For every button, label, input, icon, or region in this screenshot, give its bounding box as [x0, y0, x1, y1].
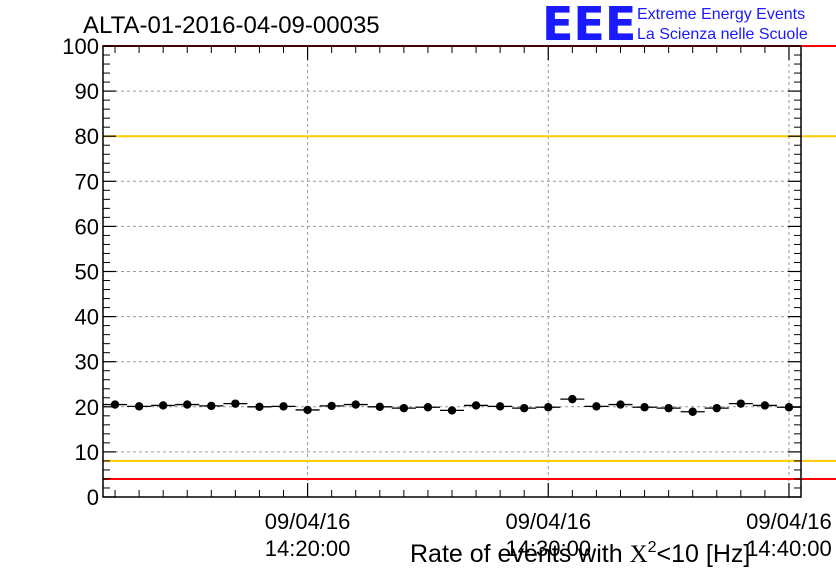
- eee-logo-mark: EEE: [542, 0, 636, 51]
- y-tick-label: 100: [62, 34, 99, 59]
- data-point: [616, 400, 625, 409]
- data-point: [110, 400, 120, 409]
- data-point: [664, 403, 673, 413]
- chart-title: ALTA-01-2016-04-09-00035: [83, 12, 380, 39]
- data-point: [447, 406, 457, 415]
- y-tick-label: 0: [87, 485, 99, 510]
- data-point: [568, 394, 577, 404]
- x-tick-label-date: 09/04/16: [746, 509, 832, 534]
- data-point: [423, 403, 433, 412]
- data-point: [399, 403, 409, 413]
- data-point: [303, 405, 312, 415]
- y-axis-tick-labels: 0 10 20 30 40 50 60 70 80 90 100: [62, 34, 99, 510]
- data-point: [471, 401, 481, 410]
- data-point: [640, 403, 649, 412]
- data-point: [688, 407, 697, 416]
- y-tick-label: 30: [75, 350, 99, 375]
- x-axis-title-part-2: <10 [Hz]: [657, 540, 751, 568]
- x-axis-title: Rate of events with X2<10 [Hz]: [410, 539, 750, 568]
- data-point: [327, 401, 336, 411]
- data-point: [495, 402, 505, 411]
- x-axis-title-part-1: Rate of events with: [410, 540, 630, 568]
- data-point: [375, 402, 384, 411]
- data-point: [134, 402, 144, 411]
- data-points: [103, 394, 801, 416]
- data-point: [231, 399, 240, 408]
- x-tick-label-time: 14:40:00: [746, 536, 832, 561]
- x-tick-label-date: 09/04/16: [505, 509, 591, 534]
- y-tick-label: 50: [75, 260, 99, 285]
- reference-lines: [103, 45, 836, 480]
- x-axis-title-chi: X: [630, 541, 648, 568]
- grid-lines: [103, 46, 801, 497]
- x-tick-label-time: 14:20:00: [265, 536, 351, 561]
- x-axis-tick-labels: 09/04/1614:20:0009/04/1614:30:0009/04/16…: [265, 509, 832, 561]
- y-tick-label: 40: [75, 305, 99, 330]
- y-tick-label: 10: [75, 440, 99, 465]
- logo-line-1: Extreme Energy Events: [637, 6, 805, 23]
- x-tick-label-time: 14:30:00: [505, 536, 591, 561]
- y-tick-label: 80: [75, 124, 99, 149]
- data-point: [255, 402, 264, 411]
- data-point: [520, 403, 529, 413]
- axis-ticks: [103, 45, 801, 498]
- y-tick-label: 70: [75, 169, 99, 194]
- data-point: [736, 399, 746, 408]
- logo-line-2: La Scienza nelle Scuole: [637, 26, 808, 43]
- data-point: [279, 402, 288, 411]
- data-point: [207, 401, 216, 411]
- data-point: [544, 403, 553, 412]
- data-point: [712, 403, 721, 413]
- y-tick-label: 90: [75, 79, 99, 104]
- y-tick-label: 60: [75, 214, 99, 239]
- data-point: [351, 400, 360, 409]
- y-tick-label: 20: [75, 395, 99, 420]
- data-point: [592, 402, 601, 411]
- data-point: [183, 400, 192, 409]
- x-tick-label-date: 09/04/16: [265, 509, 351, 534]
- data-point: [760, 401, 770, 410]
- data-point: [158, 401, 168, 410]
- x-axis-title-sup: 2: [648, 539, 657, 556]
